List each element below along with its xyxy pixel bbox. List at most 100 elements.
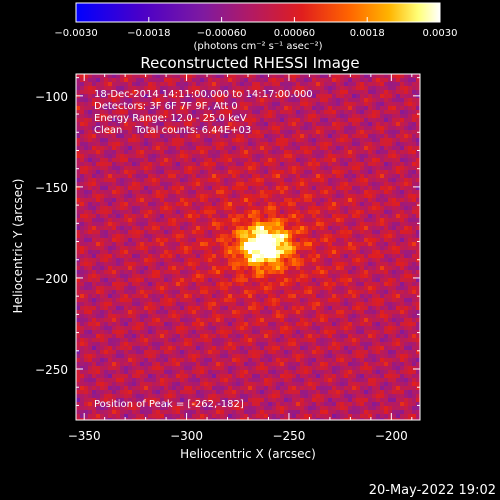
heatmap-cell [400, 190, 404, 194]
heatmap-cell [224, 302, 228, 306]
heatmap-cell [276, 186, 280, 190]
heatmap-cell [372, 234, 376, 238]
heatmap-cell [280, 246, 284, 250]
heatmap-cell [256, 246, 260, 250]
heatmap-cell [364, 290, 368, 294]
heatmap-cell [124, 110, 128, 114]
heatmap-cell [356, 266, 360, 270]
heatmap-cell [228, 110, 232, 114]
heatmap-cell [184, 282, 188, 286]
heatmap-cell [228, 290, 232, 294]
heatmap-cell [372, 266, 376, 270]
heatmap-cell [292, 286, 296, 290]
heatmap-cell [364, 246, 368, 250]
heatmap-cell [380, 162, 384, 166]
heatmap-cell [176, 210, 180, 214]
heatmap-cell [416, 262, 420, 266]
heatmap-cell [184, 150, 188, 154]
heatmap-cell [376, 214, 380, 218]
heatmap-cell [156, 250, 160, 254]
heatmap-cell [124, 78, 128, 82]
heatmap-cell [304, 226, 308, 230]
heatmap-cell [348, 130, 352, 134]
heatmap-cell [184, 234, 188, 238]
chart-title: Reconstructed RHESSI Image [140, 54, 359, 72]
heatmap-cell [364, 210, 368, 214]
heatmap-cell [124, 138, 128, 142]
heatmap-cell [184, 262, 188, 266]
heatmap-cell [368, 270, 372, 274]
heatmap-cell [284, 158, 288, 162]
heatmap-cell [388, 242, 392, 246]
heatmap-cell [188, 118, 192, 122]
heatmap-cell [136, 150, 140, 154]
heatmap-cell [180, 282, 184, 286]
heatmap-cell [412, 210, 416, 214]
heatmap-cell [388, 226, 392, 230]
heatmap-cell [352, 274, 356, 278]
heatmap-cell [192, 86, 196, 90]
heatmap-cell [84, 282, 88, 286]
heatmap-cell [196, 266, 200, 270]
heatmap-cell [180, 198, 184, 202]
heatmap-cell [136, 230, 140, 234]
heatmap-cell [200, 182, 204, 186]
heatmap-cell [324, 218, 328, 222]
heatmap-cell [164, 266, 168, 270]
heatmap-cell [140, 278, 144, 282]
heatmap-cell [216, 170, 220, 174]
heatmap-cell [288, 242, 292, 246]
heatmap-cell [312, 190, 316, 194]
heatmap-cell [260, 130, 264, 134]
heatmap-cell [108, 110, 112, 114]
heatmap-cell [124, 118, 128, 122]
heatmap-cell [252, 82, 256, 86]
heatmap-cell [380, 134, 384, 138]
heatmap-cell [100, 118, 104, 122]
heatmap-cell [380, 214, 384, 218]
heatmap-cell [336, 202, 340, 206]
heatmap-cell [336, 282, 340, 286]
heatmap-cell [416, 290, 420, 294]
heatmap-cell [376, 282, 380, 286]
heatmap-cell [248, 214, 252, 218]
heatmap-cell [152, 270, 156, 274]
heatmap-cell [128, 178, 132, 182]
heatmap-cell [284, 302, 288, 306]
heatmap-cell [408, 202, 412, 206]
heatmap-cell [344, 242, 348, 246]
heatmap-cell [160, 90, 164, 94]
heatmap-cell [380, 294, 384, 298]
heatmap-cell [308, 190, 312, 194]
heatmap-cell [176, 106, 180, 110]
heatmap-cell [212, 118, 216, 122]
heatmap-cell [196, 298, 200, 302]
heatmap-cell [276, 270, 280, 274]
heatmap-cell [244, 250, 248, 254]
heatmap-cell [228, 270, 232, 274]
heatmap-cell [252, 122, 256, 126]
heatmap-cell [240, 178, 244, 182]
heatmap-cell [228, 130, 232, 134]
heatmap-cell [96, 234, 100, 238]
heatmap-cell [216, 242, 220, 246]
heatmap-cell [248, 134, 252, 138]
heatmap-cell [152, 126, 156, 130]
heatmap-cell [164, 146, 168, 150]
heatmap-cell [180, 186, 184, 190]
heatmap-cell [108, 274, 112, 278]
heatmap-cell [216, 198, 220, 202]
heatmap-cell [364, 254, 368, 258]
heatmap-cell [324, 206, 328, 210]
heatmap-cell [180, 254, 184, 258]
heatmap-cell [368, 294, 372, 298]
heatmap-cell [308, 294, 312, 298]
heatmap-cell [232, 242, 236, 246]
heatmap-cell [220, 286, 224, 290]
heatmap-cell [248, 182, 252, 186]
heatmap-cell [264, 134, 268, 138]
heatmap-cell [396, 158, 400, 162]
heatmap-cell [292, 246, 296, 250]
heatmap-cell [144, 106, 148, 110]
heatmap-cell [400, 138, 404, 142]
